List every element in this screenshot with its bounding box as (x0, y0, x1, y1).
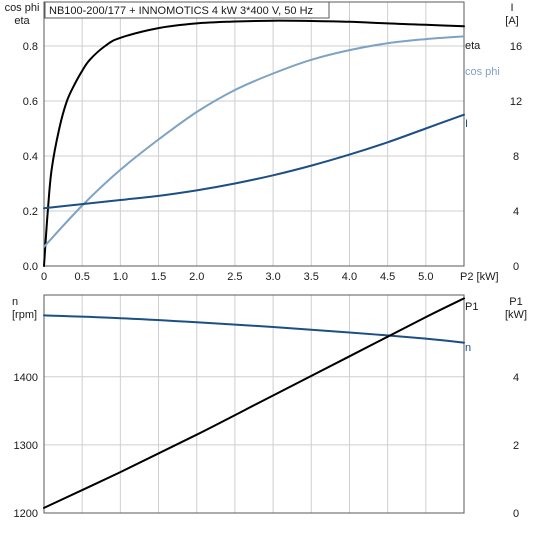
series-line-p1 (43, 297, 465, 509)
bottom-left-axis-label-2: [rpm] (12, 309, 37, 321)
top-left-tick-label: 0.2 (23, 206, 38, 218)
top-plot-grid (44, 2, 464, 266)
bottom-plot-curves (43, 297, 465, 509)
top-left-tick-label: 0.6 (23, 96, 38, 108)
bottom-right-tick-label: 2 (513, 440, 519, 452)
top-x-tick-label: 5.0 (418, 271, 433, 283)
top-right-tick-label: 16 (510, 41, 522, 53)
top-x-tick-label: 0.5 (75, 271, 90, 283)
top-right-tick-label: 4 (513, 206, 519, 218)
top-x-tick-label: 4.0 (342, 271, 357, 283)
top-right-tick-label: 0 (513, 261, 519, 273)
series-label-speed: n (465, 342, 471, 354)
series-label-cos-phi: cos phi (465, 66, 500, 78)
bottom-plot-grid (44, 295, 464, 513)
title-box (44, 1, 330, 19)
bottom-plot-frame (43, 294, 465, 514)
series-line-eta (43, 19, 465, 267)
top-x-tick-label: 4.5 (380, 271, 395, 283)
chart-title: NB100-200/177 + INNOMOTICS 4 kW 3*400 V,… (49, 5, 313, 17)
top-plot-curves (43, 19, 465, 267)
top-right-tick-label: 8 (513, 151, 519, 163)
series-label-current: I (465, 118, 468, 130)
top-left-axis-label-2: eta (14, 15, 30, 27)
top-x-tick-label: 2.5 (227, 271, 242, 283)
top-x-tick-label: 0 (41, 271, 47, 283)
bottom-right-tick-label: 0 (513, 508, 519, 520)
top-left-axis-label-1: cos phi (5, 2, 40, 14)
top-left-tick-label: 0.0 (23, 261, 38, 273)
top-x-tick-label: 1.5 (151, 271, 166, 283)
top-x-axis-unit-label: P2 [kW] (460, 271, 499, 283)
bottom-plot-ticks: 1200 1300 1400 0 2 4 (14, 372, 520, 520)
top-x-tick-label: 2.0 (189, 271, 204, 283)
bottom-right-axis-label-1: P1 (509, 296, 522, 308)
top-x-tick-label: 3.0 (265, 271, 280, 283)
series-line-current (43, 113, 465, 210)
top-plot-ticks: 0.0 0.2 0.4 0.6 0.8 0 4 8 12 16 0 0.5 1.0 1.5 2.0 2.5 3.… (23, 41, 522, 283)
top-right-axis-label-1: I (510, 2, 513, 14)
bottom-right-tick-label: 4 (513, 372, 519, 384)
series-line-cos-phi (43, 35, 465, 248)
bottom-right-axis-label-2: [kW] (505, 309, 527, 321)
series-label-eta: eta (465, 40, 481, 52)
top-left-tick-label: 0.4 (23, 151, 38, 163)
series-line-speed (43, 314, 465, 344)
bottom-left-axis-label-1: n (12, 296, 18, 308)
top-left-tick-label: 0.8 (23, 41, 38, 53)
bottom-left-tick-label: 1300 (14, 440, 38, 452)
top-right-axis-label-2: [A] (505, 15, 518, 27)
bottom-left-tick-label: 1200 (14, 508, 38, 520)
series-label-p1: P1 (465, 301, 478, 313)
top-x-tick-label: 3.5 (304, 271, 319, 283)
top-x-tick-label: 1.0 (113, 271, 128, 283)
bottom-left-tick-label: 1400 (14, 372, 38, 384)
top-right-tick-label: 12 (510, 96, 522, 108)
